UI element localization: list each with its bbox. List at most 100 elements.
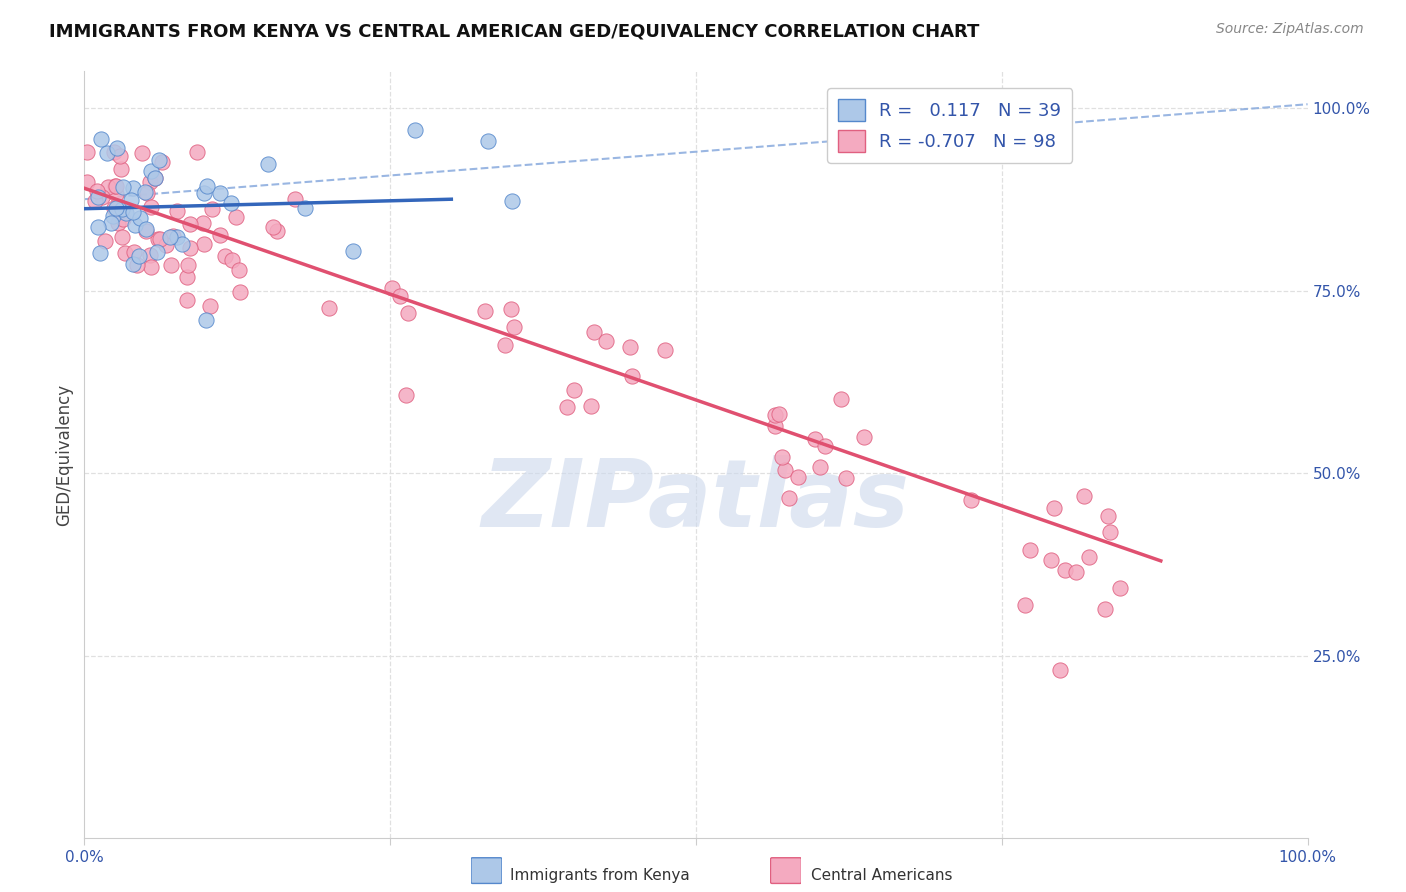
Point xyxy=(1049,664,1071,678)
Point xyxy=(773,463,796,477)
Point xyxy=(104,201,127,215)
Point xyxy=(763,418,786,433)
Point xyxy=(214,250,236,264)
Point xyxy=(193,216,215,230)
Point xyxy=(122,245,145,260)
Point xyxy=(134,185,156,199)
Point xyxy=(127,258,149,272)
Point xyxy=(122,257,145,271)
Point xyxy=(179,241,201,255)
Point xyxy=(186,145,208,159)
Point xyxy=(166,204,188,219)
Point xyxy=(959,492,981,507)
FancyBboxPatch shape xyxy=(471,858,502,883)
Legend: R =   0.117   N = 39, R = -0.707   N = 98: R = 0.117 N = 39, R = -0.707 N = 98 xyxy=(827,88,1073,163)
Point xyxy=(221,252,243,267)
Point xyxy=(201,202,224,216)
Point xyxy=(105,179,128,194)
Point xyxy=(111,212,134,227)
Text: ZIPatlas: ZIPatlas xyxy=(482,455,910,547)
Point xyxy=(100,216,122,230)
Point xyxy=(1054,563,1077,577)
Point xyxy=(148,153,170,167)
Point xyxy=(208,227,231,242)
Text: Source: ZipAtlas.com: Source: ZipAtlas.com xyxy=(1216,22,1364,37)
Point xyxy=(115,206,138,220)
Point xyxy=(229,285,252,299)
Point xyxy=(1073,489,1095,503)
Point xyxy=(86,190,108,204)
Point xyxy=(342,244,364,259)
Point xyxy=(830,392,852,406)
Point xyxy=(146,232,169,246)
Point xyxy=(396,306,419,320)
Point xyxy=(105,186,128,201)
Point xyxy=(90,132,112,146)
Y-axis label: GED/Equivalency: GED/Equivalency xyxy=(55,384,73,526)
Point xyxy=(97,179,120,194)
Point xyxy=(195,179,218,194)
Point xyxy=(503,320,526,334)
Point xyxy=(619,340,641,354)
Point xyxy=(131,145,153,160)
Point xyxy=(1109,581,1132,595)
Point xyxy=(172,236,194,251)
Point xyxy=(404,123,426,137)
Point xyxy=(111,180,134,194)
Point xyxy=(135,186,157,201)
Point xyxy=(89,245,111,260)
Point xyxy=(595,334,617,348)
Point xyxy=(266,223,288,237)
Point xyxy=(143,170,166,185)
Point xyxy=(193,186,215,200)
Point xyxy=(763,408,786,422)
Point xyxy=(103,145,125,159)
Point xyxy=(162,228,184,243)
Point xyxy=(1064,565,1087,579)
Point xyxy=(141,260,163,274)
Point xyxy=(225,210,247,224)
Point xyxy=(76,145,98,159)
Point xyxy=(155,238,177,252)
Point xyxy=(110,149,132,163)
Point xyxy=(620,368,643,383)
Point xyxy=(786,469,808,483)
Point xyxy=(770,450,793,464)
Point xyxy=(135,222,157,236)
Point xyxy=(176,293,198,307)
Point xyxy=(76,175,98,189)
Point xyxy=(474,304,496,318)
Point xyxy=(494,337,516,351)
Point xyxy=(128,211,150,226)
Point xyxy=(139,248,162,262)
Point xyxy=(257,157,280,171)
Point xyxy=(103,209,125,223)
Point xyxy=(808,459,831,474)
Point xyxy=(219,195,242,210)
Point xyxy=(94,235,117,249)
Point xyxy=(1098,524,1121,539)
Point xyxy=(579,399,602,413)
Point xyxy=(501,302,523,317)
Point xyxy=(1018,542,1040,557)
Point xyxy=(139,164,162,178)
Point xyxy=(159,230,181,244)
Point xyxy=(381,280,404,294)
Point xyxy=(582,326,605,340)
Point xyxy=(294,201,316,215)
Point xyxy=(111,230,134,244)
Point xyxy=(110,162,132,177)
Point xyxy=(562,383,585,397)
Point xyxy=(114,245,136,260)
Point xyxy=(228,263,250,277)
Point xyxy=(122,180,145,194)
Point xyxy=(193,237,215,252)
Point xyxy=(1097,508,1119,523)
Point xyxy=(107,216,129,230)
Point xyxy=(122,205,145,219)
Point xyxy=(143,171,166,186)
Point xyxy=(835,471,858,485)
Point xyxy=(1077,549,1099,564)
Text: Immigrants from Kenya: Immigrants from Kenya xyxy=(510,869,690,883)
Point xyxy=(128,249,150,263)
